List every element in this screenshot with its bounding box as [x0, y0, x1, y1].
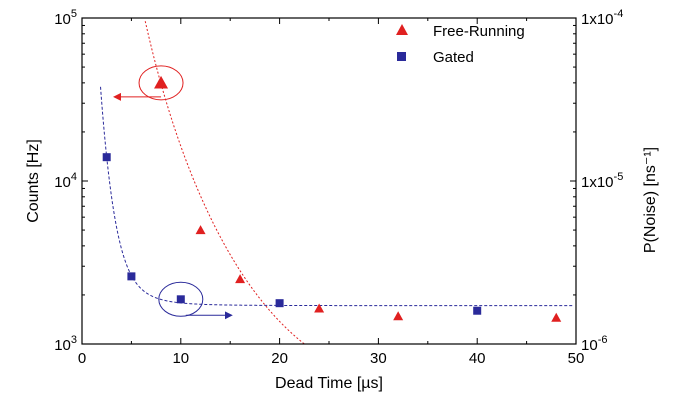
data-point-free-running [154, 75, 169, 89]
data-point-gated [102, 153, 111, 162]
legend: Free-Running Gated [396, 23, 525, 66]
y-left-axis-ticks: 105 104 103 [54, 8, 88, 354]
fit-curve-free-running [144, 21, 574, 345]
x-tick-label: 10 [172, 350, 189, 367]
annotations [113, 65, 233, 320]
y-right-axis-ticks: 1x10-4 1x10-5 10-6 [570, 8, 623, 354]
x-axis-ticks: 0 10 20 30 40 50 [78, 18, 585, 367]
y-left-tick-label: 104 [54, 171, 77, 191]
x-tick-label: 30 [370, 350, 387, 367]
legend-marker-free-running [396, 24, 408, 35]
data-point-free-running [551, 312, 562, 322]
annotation-circle [138, 65, 184, 101]
data-point-free-running [393, 311, 404, 321]
y-left-tick-label: 105 [54, 8, 77, 28]
x-tick-label: 50 [568, 350, 585, 367]
x-tick-label: 40 [469, 350, 486, 367]
x-tick-label: 20 [271, 350, 288, 367]
annotation-circle [158, 281, 204, 317]
legend-label-gated: Gated [433, 49, 474, 66]
y-right-tick-label: 1x10-5 [581, 171, 623, 191]
y-left-axis-title: Counts [Hz] [25, 139, 42, 223]
legend-label-free-running: Free-Running [433, 23, 525, 40]
y-right-tick-label: 10-6 [581, 334, 607, 354]
plot-frame [81, 17, 577, 345]
x-axis-title: Dead Time [µs] [275, 375, 383, 392]
data-point-free-running [314, 303, 325, 313]
legend-marker-gated [397, 52, 406, 61]
x-tick-label: 0 [78, 350, 86, 367]
data-point-free-running [235, 274, 246, 284]
y-left-tick-label: 103 [54, 334, 77, 354]
data-point-free-running [195, 225, 206, 235]
data-points [102, 75, 562, 322]
fit-curves [100, 21, 574, 345]
data-point-gated [473, 306, 482, 315]
y-right-axis-title: P(Noise) [ns⁻¹] [642, 147, 659, 253]
y-right-tick-label: 1x10-4 [581, 8, 623, 28]
data-point-gated [176, 295, 185, 304]
data-point-gated [127, 272, 136, 281]
data-point-gated [275, 299, 284, 308]
